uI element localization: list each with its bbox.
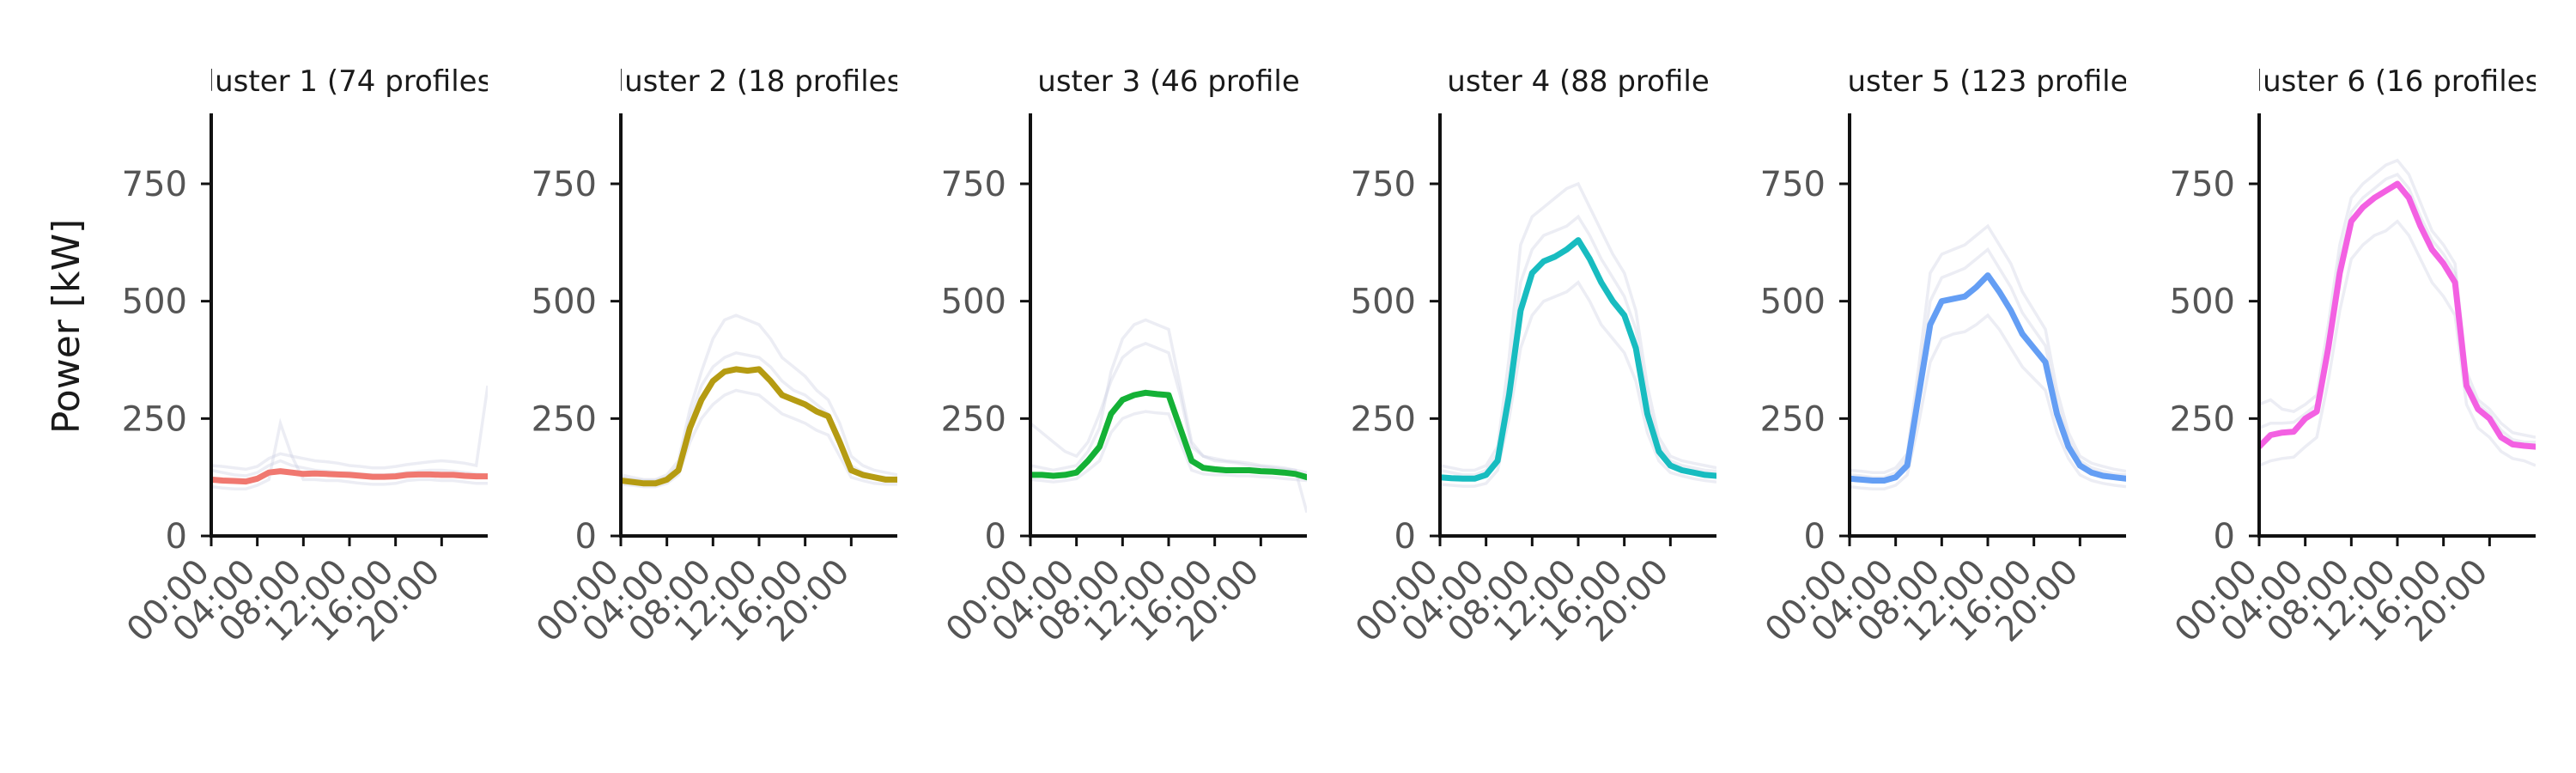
y-tick-label: 500 <box>1351 283 1416 322</box>
y-tick-label: 750 <box>1351 165 1416 204</box>
profile-line <box>1030 342 1307 514</box>
profile-line <box>1850 223 2126 474</box>
panel-title: uster 4 (88 profile <box>1447 64 1709 99</box>
panel-title: uster 5 (123 profile <box>1847 64 2128 99</box>
panel-title: luster 1 (74 profiles <box>207 64 493 99</box>
profile-line <box>1030 410 1307 484</box>
panel-lines <box>1850 223 2126 491</box>
y-tick-label: 500 <box>941 283 1006 322</box>
panel-lines <box>1440 181 1716 488</box>
panel-title: luster 6 (16 profiles <box>2255 64 2541 99</box>
y-tick-label: 500 <box>1760 283 1826 322</box>
profile-line <box>1440 214 1716 477</box>
y-tick-label: 500 <box>122 283 187 322</box>
panel-6: luster 6 (16 profiles025050075000:0004:0… <box>2167 64 2541 650</box>
panel-lines <box>2259 158 2536 467</box>
panel-lines <box>1030 318 1307 514</box>
profile-line <box>1440 280 1716 488</box>
mean-line <box>621 366 897 487</box>
y-tick-label: 750 <box>941 165 1006 204</box>
y-tick-label: 250 <box>2170 399 2235 439</box>
profile-line <box>1850 247 2126 479</box>
mean-line <box>1850 272 2126 484</box>
panel-title: luster 2 (18 profiles <box>617 64 902 99</box>
panel-3: uster 3 (46 profile025050075000:0004:000… <box>939 64 1307 650</box>
y-tick-label: 500 <box>532 283 597 322</box>
y-tick-label: 0 <box>2214 517 2235 557</box>
y-axis-label: Power [kW] <box>45 219 88 434</box>
y-tick-label: 0 <box>1804 517 1826 557</box>
panel-lines <box>211 385 488 491</box>
panel-4: uster 4 (88 profile025050075000:0004:000… <box>1348 64 1716 650</box>
y-tick-label: 750 <box>122 165 187 204</box>
y-tick-label: 750 <box>2170 165 2235 204</box>
panel-lines <box>621 313 897 489</box>
y-tick-label: 250 <box>532 399 597 439</box>
panel-1: luster 1 (74 profiles025050075000:0004:0… <box>119 64 493 650</box>
profile-line <box>621 388 897 489</box>
profile-line <box>1030 318 1307 474</box>
profile-line <box>211 417 488 491</box>
chart-panels: luster 1 (74 profiles025050075000:0004:0… <box>119 64 2541 650</box>
panel-2: luster 2 (18 profiles025050075000:0004:0… <box>529 64 902 650</box>
panel-5: uster 5 (123 profile025050075000:0004:00… <box>1758 64 2128 650</box>
mean-line <box>2259 180 2536 450</box>
y-tick-label: 750 <box>1760 165 1826 204</box>
profile-line <box>211 385 488 472</box>
y-tick-label: 0 <box>166 517 187 557</box>
y-tick-label: 0 <box>1394 517 1416 557</box>
profile-line <box>2259 158 2536 439</box>
y-tick-label: 250 <box>122 399 187 439</box>
profile-line <box>1440 181 1716 472</box>
y-tick-label: 250 <box>941 399 1006 439</box>
profile-line <box>2259 219 2536 467</box>
y-tick-label: 500 <box>2170 283 2235 322</box>
profile-line <box>621 313 897 482</box>
y-tick-label: 250 <box>1351 399 1416 439</box>
y-tick-label: 750 <box>532 165 597 204</box>
mean-line <box>1440 237 1716 482</box>
panel-title: uster 3 (46 profile <box>1037 64 1299 99</box>
y-tick-label: 0 <box>985 517 1006 557</box>
mean-line <box>1030 389 1307 481</box>
profile-line <box>2259 172 2536 444</box>
y-tick-label: 0 <box>575 517 597 557</box>
mean-line <box>211 468 488 485</box>
y-tick-label: 250 <box>1760 399 1826 439</box>
profile-line <box>1850 313 2126 491</box>
